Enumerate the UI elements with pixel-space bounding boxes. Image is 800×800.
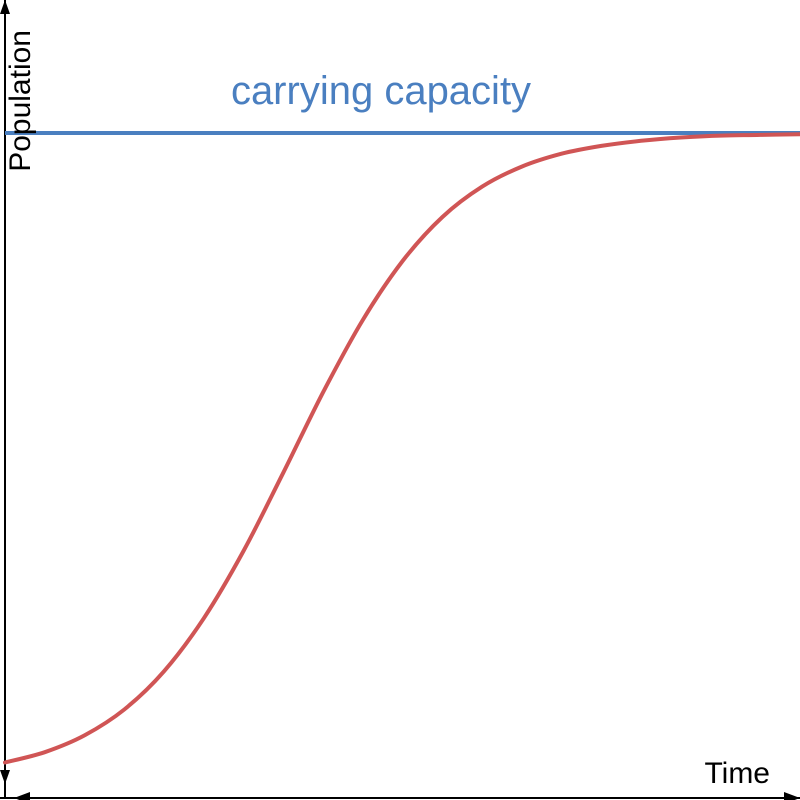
population-curve	[3, 132, 800, 765]
y-axis-label: Population	[4, 30, 37, 172]
x-axis-left-arrowhead	[14, 792, 30, 800]
x-axis-label: Time	[704, 757, 770, 790]
x-axis-arrowhead	[784, 792, 800, 800]
carrying-capacity-label: carrying capacity	[231, 69, 531, 113]
y-axis-bottom-arrowhead	[0, 770, 10, 784]
y-axis-arrowhead	[0, 0, 10, 14]
